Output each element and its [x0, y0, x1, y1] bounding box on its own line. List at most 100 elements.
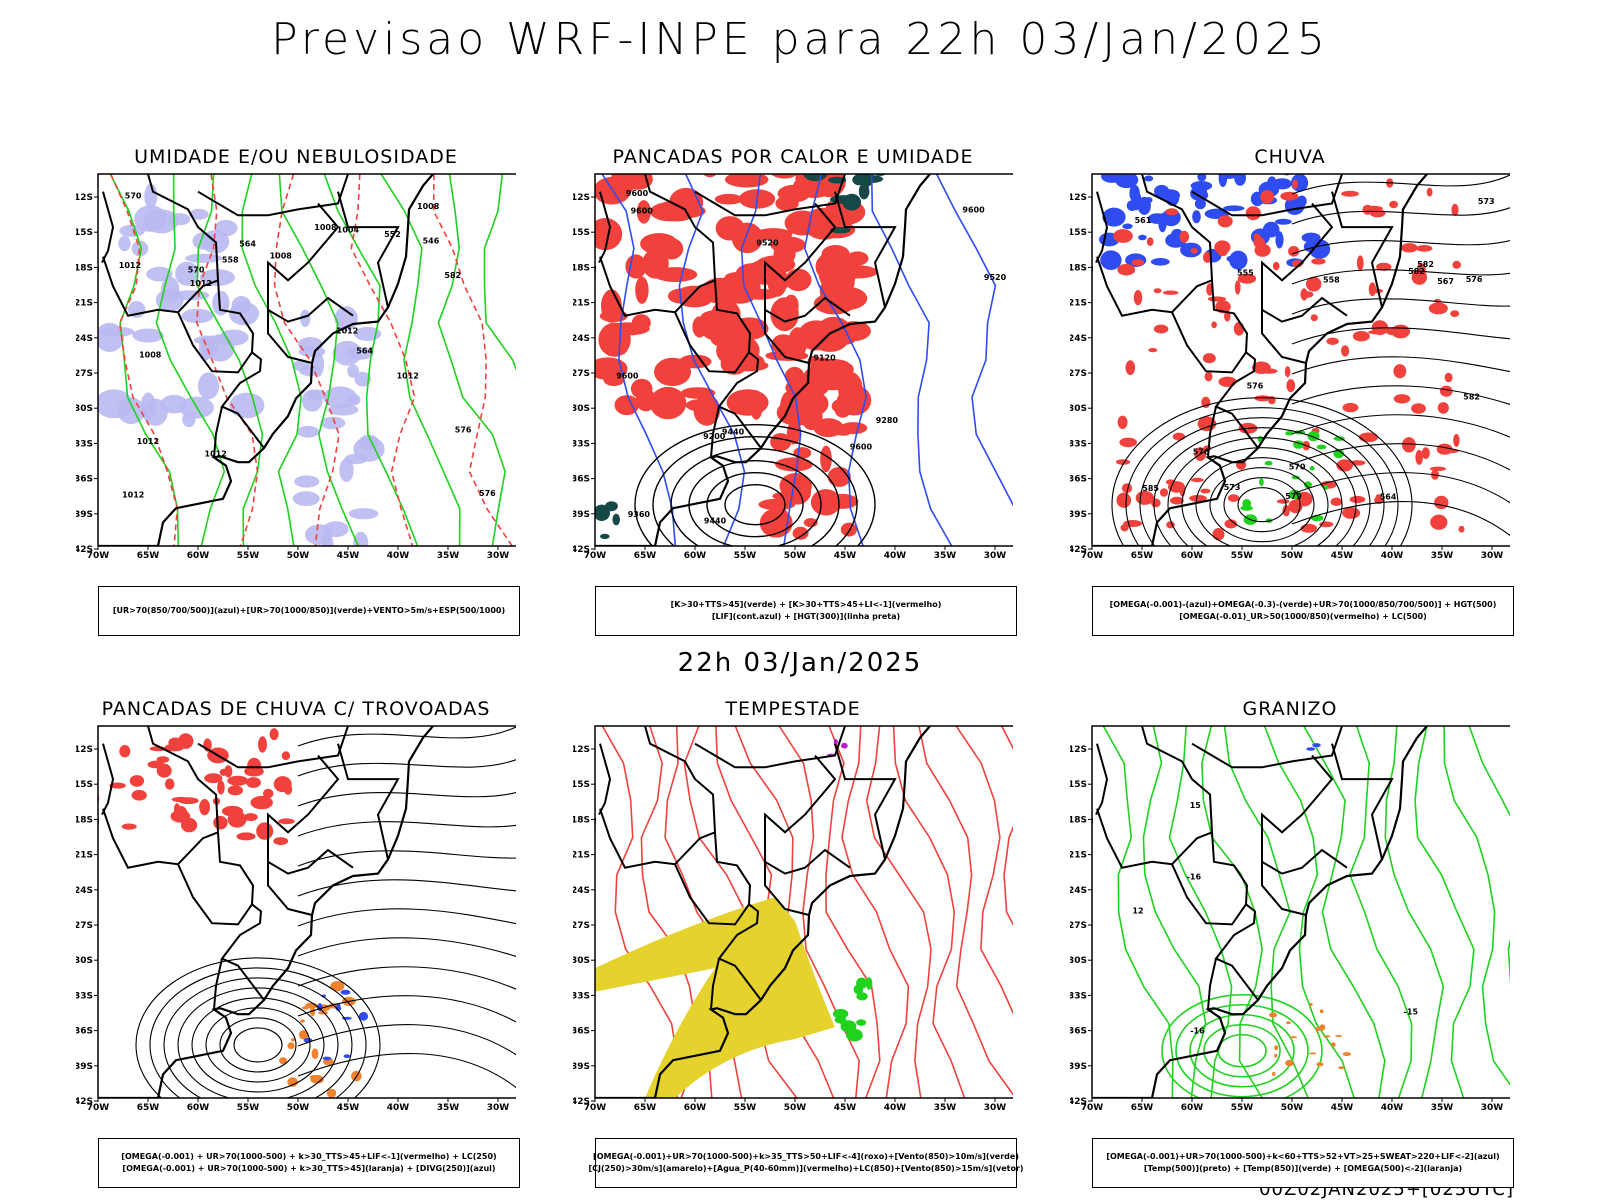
map-umidade: 1012101210081008101210121008101210041008… — [76, 173, 516, 561]
country-border — [1331, 743, 1394, 860]
field-patch — [1252, 361, 1271, 374]
country-border — [599, 726, 717, 869]
field-patch — [810, 489, 841, 516]
field-patch — [1121, 483, 1133, 493]
country-border — [267, 202, 354, 323]
field-patch — [131, 240, 149, 257]
field-patch — [1100, 250, 1122, 270]
field-patch — [185, 253, 223, 263]
field-patch — [144, 209, 179, 234]
field-patch — [281, 751, 291, 761]
streamline — [297, 1024, 516, 1056]
country-border — [1096, 174, 1214, 317]
lat-label: 27S — [76, 369, 93, 379]
field-patch — [1316, 444, 1327, 450]
main-title: Previsao WRF-INPE para 22h 03/Jan/2025 — [271, 14, 1329, 65]
streamline — [1111, 397, 1413, 546]
contour-label: 564 — [239, 240, 256, 249]
legend-line: [CJ(250)>30m/s](amarelo)+[Agua_P(40-60mm… — [588, 1164, 1024, 1173]
legend-line: [K>30+TTS>45](verde) + [K>30+TTS>45+LI<-… — [670, 600, 942, 609]
panel-title: PANCADAS POR CALOR E UMIDADE — [612, 146, 974, 168]
lon-label: 55W — [237, 1103, 260, 1113]
lon-label: 50W — [1281, 1103, 1304, 1113]
legend-line: [OMEGA(-0.001)-(azul)+OMEGA(-0.3)-(verde… — [1109, 600, 1497, 609]
field-patch — [1338, 1066, 1346, 1070]
panel-title: TEMPESTADE — [725, 698, 861, 720]
field-patch — [1190, 248, 1198, 254]
field-patch — [1165, 208, 1179, 216]
lon-label: 65W — [1131, 1103, 1154, 1113]
contour-label: 9200 — [703, 432, 726, 441]
field-patch — [714, 193, 743, 205]
country-border — [213, 406, 223, 458]
contour-line — [601, 174, 677, 546]
contour-line — [870, 174, 953, 546]
temp-contour — [1175, 1003, 1309, 1098]
map-frame — [1091, 725, 1510, 1099]
field-patch — [353, 436, 385, 462]
field-patch — [273, 776, 292, 793]
field-patch — [132, 328, 164, 343]
country-border — [1207, 406, 1217, 458]
field-patch — [630, 378, 653, 399]
field-patch — [1342, 1052, 1351, 1057]
lat-label: 27S — [1070, 369, 1087, 379]
country-border — [220, 903, 265, 1001]
field-patch — [1162, 290, 1179, 295]
country-border — [220, 351, 265, 449]
field-patch — [1117, 263, 1136, 276]
field-patch — [144, 183, 158, 209]
lat-label: 15S — [1070, 780, 1087, 790]
field-patch — [279, 1057, 288, 1065]
streamline — [1291, 385, 1510, 405]
map-layer: 1012101210081008101210121008101210041008… — [98, 174, 516, 546]
lon-label: 70W — [584, 551, 607, 561]
coastline — [98, 174, 434, 546]
legend-line: [OMEGA(-0.01)_UR>50(1000/850)(vermelho) … — [1179, 612, 1427, 621]
field-patch — [1426, 187, 1433, 197]
field-patch — [1125, 360, 1136, 375]
field-patch — [1285, 431, 1294, 436]
field-patch — [1389, 200, 1398, 209]
lat-label: 18S — [76, 815, 93, 825]
country-border — [177, 832, 255, 926]
lat-label: 30S — [1070, 956, 1087, 966]
country-border — [834, 743, 897, 860]
field-patch — [700, 309, 738, 323]
field-patch — [1437, 402, 1449, 414]
field-patch — [1122, 223, 1133, 230]
lat-label: 30S — [573, 404, 590, 414]
field-patch — [1434, 495, 1449, 510]
field-patch — [146, 266, 173, 282]
lon-label: 45W — [834, 1103, 857, 1113]
field-patch — [343, 1054, 351, 1058]
lon-label: 40W — [884, 551, 907, 561]
streamline — [1291, 239, 1510, 255]
panel-title: CHUVA — [1254, 146, 1326, 168]
contour-line — [483, 174, 516, 371]
contour-label: 573 — [1478, 197, 1495, 206]
field-patch — [1259, 478, 1264, 486]
field-patch — [204, 773, 223, 784]
contour-label: 570 — [125, 192, 142, 201]
field-patch — [1192, 210, 1201, 224]
field-patch — [298, 1030, 309, 1040]
lon-label: 30W — [1481, 551, 1504, 561]
contour-label: -16 — [1187, 873, 1202, 882]
field-patch — [786, 421, 801, 445]
contour-label: 9120 — [813, 353, 836, 362]
streamline — [1209, 467, 1315, 543]
lon-label: 60W — [1181, 1103, 1204, 1113]
field-patch — [823, 286, 868, 311]
field-patch — [1153, 324, 1169, 334]
field-patch — [850, 1032, 856, 1042]
contour-label: 1012 — [122, 491, 144, 500]
map-background — [595, 726, 1013, 1098]
field-patch — [1189, 494, 1207, 502]
country-border — [337, 743, 400, 860]
panel-title: GRANIZO — [1242, 698, 1338, 720]
contour-line — [865, 726, 932, 1098]
streamline — [1223, 477, 1301, 533]
streamline — [297, 726, 516, 747]
streamline — [1291, 414, 1510, 438]
